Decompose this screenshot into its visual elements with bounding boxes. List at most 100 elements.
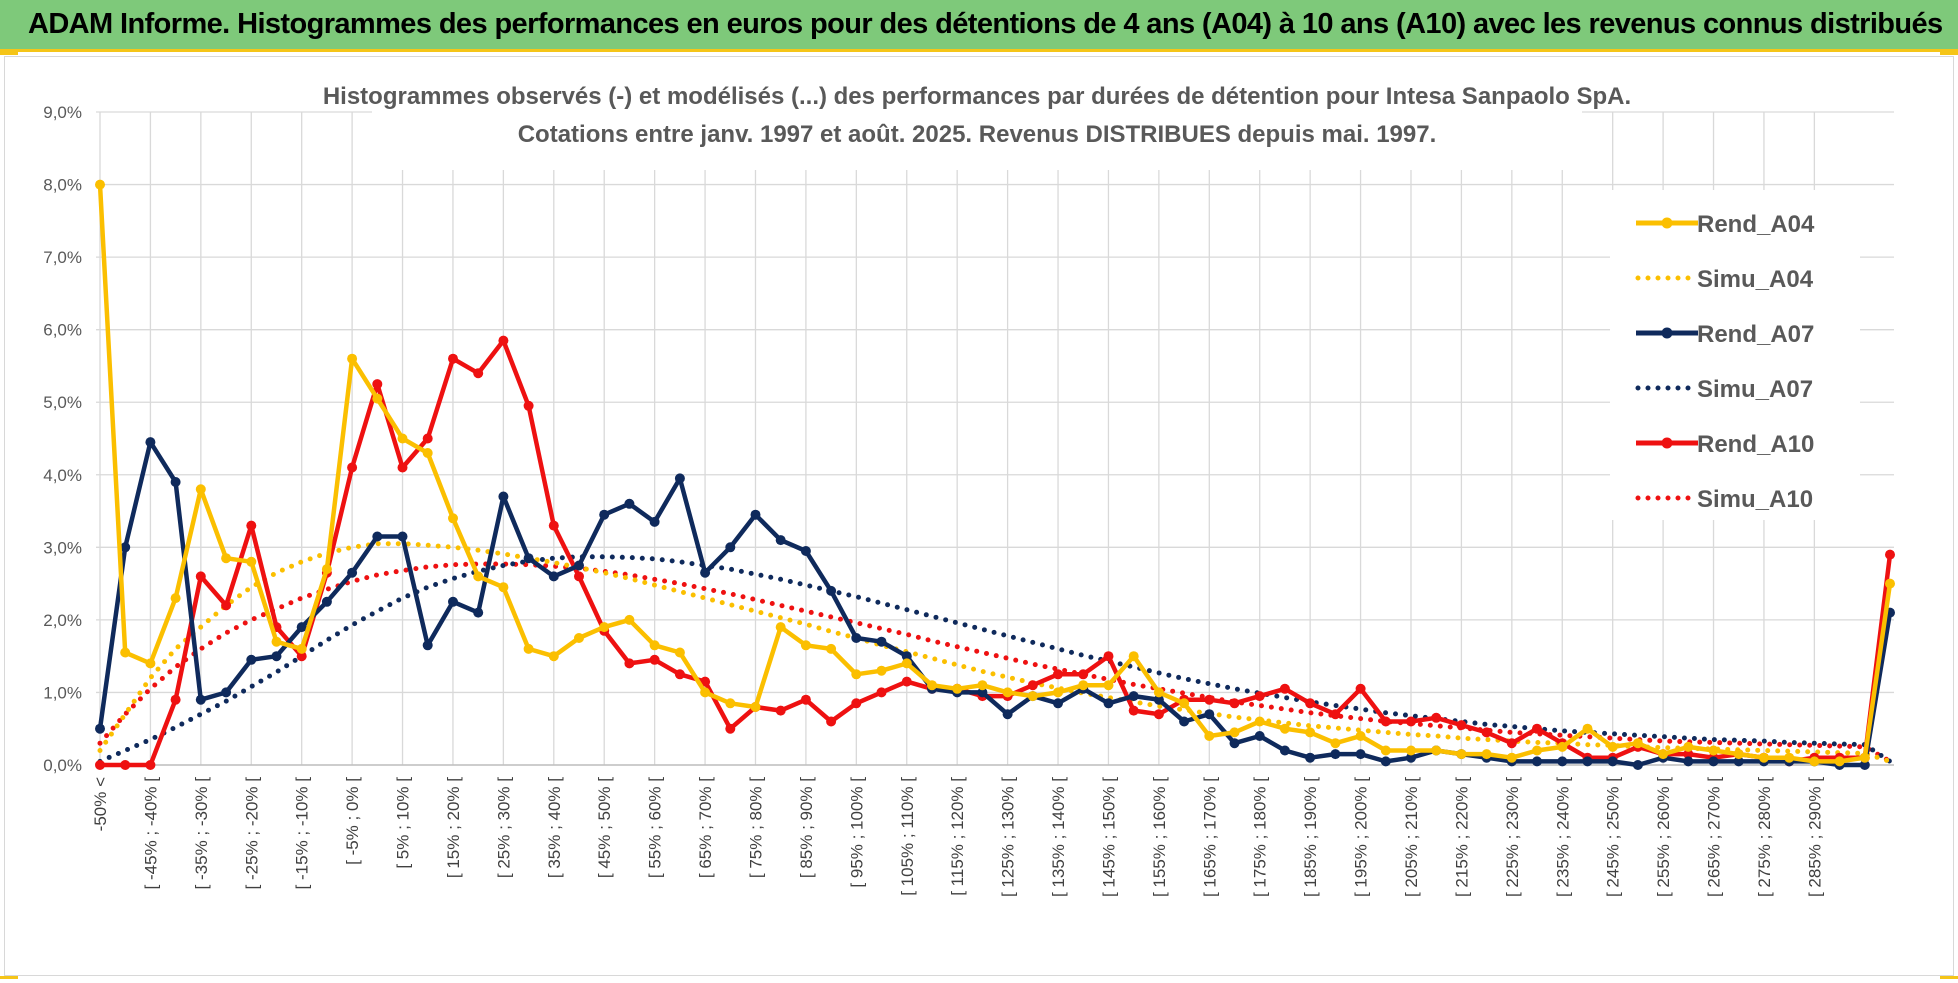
data-point-rend-a10 xyxy=(1128,705,1139,716)
data-point-rend-a10 xyxy=(1431,712,1442,723)
x-tick-label: [ 165% ; 170% [ xyxy=(1200,777,1219,897)
series-line-simu-a07 xyxy=(97,554,1893,764)
data-point-rend-a04 xyxy=(1305,727,1316,738)
y-tick-label: 0,0% xyxy=(43,756,82,775)
data-point-rend-a07 xyxy=(498,491,509,502)
data-point-rend-a04 xyxy=(1557,741,1568,752)
data-point-rend-a10 xyxy=(1153,709,1164,720)
data-point-rend-a04 xyxy=(372,393,383,404)
data-point-rend-a04 xyxy=(1683,741,1694,752)
data-point-rend-a10 xyxy=(347,462,358,473)
data-point-rend-a04 xyxy=(221,553,232,564)
data-point-rend-a10 xyxy=(1078,669,1089,680)
x-tick-label: [ -35% ; -30% [ xyxy=(192,777,211,890)
data-point-rend-a04 xyxy=(1153,687,1164,698)
x-axis-ticks: -50% < [ -45% ; -40% [[ -35% ; -30% [[ -2… xyxy=(91,777,1824,897)
data-point-rend-a04 xyxy=(1859,752,1870,763)
data-point-rend-a07 xyxy=(574,560,584,571)
y-tick-label: 4,0% xyxy=(43,466,82,485)
data-point-rend-a04 xyxy=(876,665,887,676)
data-point-rend-a04 xyxy=(246,556,257,567)
data-point-rend-a04 xyxy=(1254,716,1265,727)
data-point-rend-a04 xyxy=(1834,756,1845,767)
x-tick-label: [ 195% ; 200% [ xyxy=(1352,777,1371,897)
y-tick-label: 1,0% xyxy=(43,683,82,702)
frame-corner-top-right xyxy=(1940,52,1958,55)
legend-marker xyxy=(1661,217,1673,229)
data-point-rend-a10 xyxy=(95,760,105,770)
data-point-rend-a10 xyxy=(1027,680,1038,691)
data-point-rend-a04 xyxy=(347,353,358,364)
data-point-rend-a07 xyxy=(1859,760,1870,770)
data-point-rend-a04 xyxy=(448,513,458,524)
data-point-rend-a04 xyxy=(1733,749,1744,760)
x-tick-label: [ 55% ; 60% [ xyxy=(646,777,665,878)
data-point-rend-a10 xyxy=(195,571,206,582)
data-point-rend-a10 xyxy=(649,654,660,665)
data-point-rend-a04 xyxy=(271,636,282,647)
data-point-rend-a04 xyxy=(1658,749,1669,760)
x-tick-label: [ 95% ; 100% [ xyxy=(847,777,866,888)
data-point-rend-a07 xyxy=(296,622,307,633)
data-point-rend-a10 xyxy=(145,760,156,770)
data-point-rend-a10 xyxy=(372,379,383,390)
legend-label: Simu_A10 xyxy=(1697,486,1813,513)
data-point-rend-a07 xyxy=(700,567,711,578)
x-tick-label: [ -5% ; 0% [ xyxy=(343,777,362,865)
data-point-rend-a04 xyxy=(750,702,761,712)
x-tick-label: [ 265% ; 270% [ xyxy=(1705,777,1724,897)
chart-title: Histogrammes observés (-) et modélisés (… xyxy=(323,83,1631,110)
y-tick-label: 7,0% xyxy=(43,248,82,267)
data-point-rend-a04 xyxy=(1632,738,1643,749)
data-point-rend-a04 xyxy=(1506,752,1517,763)
data-point-rend-a10 xyxy=(876,687,887,698)
data-point-rend-a07 xyxy=(649,516,660,527)
data-point-rend-a04 xyxy=(1204,731,1215,741)
data-point-rend-a10 xyxy=(1506,738,1517,749)
data-point-rend-a04 xyxy=(170,593,181,604)
x-tick-label: [ 215% ; 220% [ xyxy=(1452,777,1471,897)
series-lines xyxy=(95,179,1895,770)
x-tick-label: [ 275% ; 280% [ xyxy=(1755,777,1774,897)
data-point-rend-a10 xyxy=(901,676,912,687)
data-point-rend-a10 xyxy=(1406,716,1416,727)
x-tick-label: [ 145% ; 150% [ xyxy=(1099,777,1118,897)
data-point-rend-a10 xyxy=(1254,691,1265,702)
data-point-rend-a07 xyxy=(271,651,282,662)
data-point-rend-a07 xyxy=(120,542,131,553)
data-point-rend-a10 xyxy=(624,658,635,669)
x-tick-label: [ -25% ; -20% [ xyxy=(242,777,261,890)
x-tick-label: [ 35% ; 40% [ xyxy=(545,777,564,878)
data-point-rend-a07 xyxy=(1305,752,1316,763)
data-point-rend-a07 xyxy=(1355,749,1366,760)
legend-marker xyxy=(1661,327,1673,339)
y-tick-label: 2,0% xyxy=(43,611,82,630)
x-tick-label: [ 15% ; 20% [ xyxy=(444,777,463,878)
data-point-rend-a04 xyxy=(473,571,484,582)
x-tick-label: [ 25% ; 30% [ xyxy=(494,777,513,878)
data-point-rend-a07 xyxy=(1204,709,1215,720)
data-point-rend-a07 xyxy=(372,531,383,542)
data-point-rend-a07 xyxy=(145,437,156,448)
data-point-rend-a07 xyxy=(1153,694,1164,705)
data-point-rend-a04 xyxy=(1708,745,1719,756)
x-tick-label: [ 65% ; 70% [ xyxy=(696,777,715,878)
data-point-rend-a04 xyxy=(1002,687,1013,698)
x-tick-label: [ 45% ; 50% [ xyxy=(595,777,614,878)
chart-frame xyxy=(4,56,1954,976)
data-point-rend-a10 xyxy=(1330,709,1341,720)
data-point-rend-a10 xyxy=(548,520,559,531)
data-point-rend-a04 xyxy=(120,647,131,658)
data-point-rend-a07 xyxy=(246,654,257,665)
data-point-rend-a07 xyxy=(1254,731,1265,741)
data-point-rend-a04 xyxy=(1330,738,1341,749)
legend-marker xyxy=(1661,437,1673,449)
data-point-rend-a04 xyxy=(1027,691,1038,702)
x-tick-label: [ 125% ; 130% [ xyxy=(999,777,1018,897)
data-point-rend-a04 xyxy=(422,448,433,458)
data-point-rend-a04 xyxy=(548,651,559,662)
data-point-rend-a07 xyxy=(901,651,912,662)
data-point-rend-a07 xyxy=(725,542,736,553)
data-point-rend-a04 xyxy=(1053,687,1063,698)
data-point-rend-a07 xyxy=(397,531,408,542)
